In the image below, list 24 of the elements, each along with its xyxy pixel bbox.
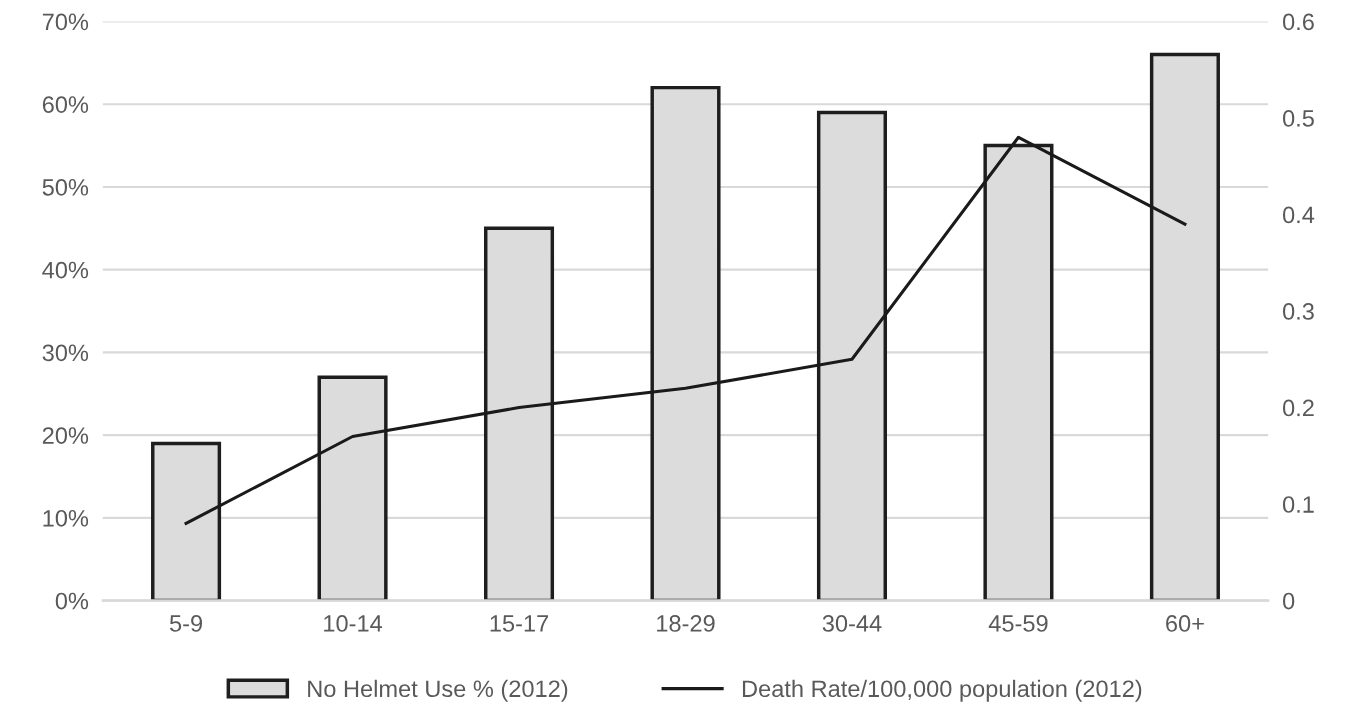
y2-tick-label: 0.4	[1282, 206, 1315, 224]
y-tick-label: 40%	[42, 261, 89, 279]
x-tick-label: 18-29	[657, 615, 715, 632]
x-tick-label: 10-14	[324, 615, 383, 632]
y-tick-label: 0%	[55, 592, 89, 610]
y-tick-label: 50%	[42, 178, 89, 196]
legend-label: No Helmet Use % (2012)	[308, 679, 568, 702]
legend-label: Death Rate/100,000 population (2012)	[742, 679, 1142, 702]
x-tick-label: 60+	[1166, 615, 1204, 632]
y2-tick-label: 0.3	[1282, 303, 1314, 320]
x-tick-label: 5-9	[169, 615, 203, 632]
y-tick-label: 60%	[42, 96, 89, 113]
y2-tick-label: 0	[1282, 592, 1295, 610]
x-tick-label: 45-59	[988, 615, 1048, 632]
x-tick-label: 15-17	[490, 615, 549, 632]
y-tick-label: 70%	[42, 13, 89, 31]
y-tick-label: 30%	[42, 344, 89, 362]
y2-tick-label: 0.2	[1282, 399, 1314, 417]
y2-tick-label: 0.6	[1282, 13, 1314, 31]
y-tick-label: 10%	[43, 509, 89, 527]
y2-tick-label: 0.1	[1282, 496, 1314, 513]
y2-tick-label: 0.5	[1282, 110, 1314, 127]
y-tick-label: 20%	[42, 427, 89, 444]
x-tick-label: 30-44	[822, 615, 882, 632]
